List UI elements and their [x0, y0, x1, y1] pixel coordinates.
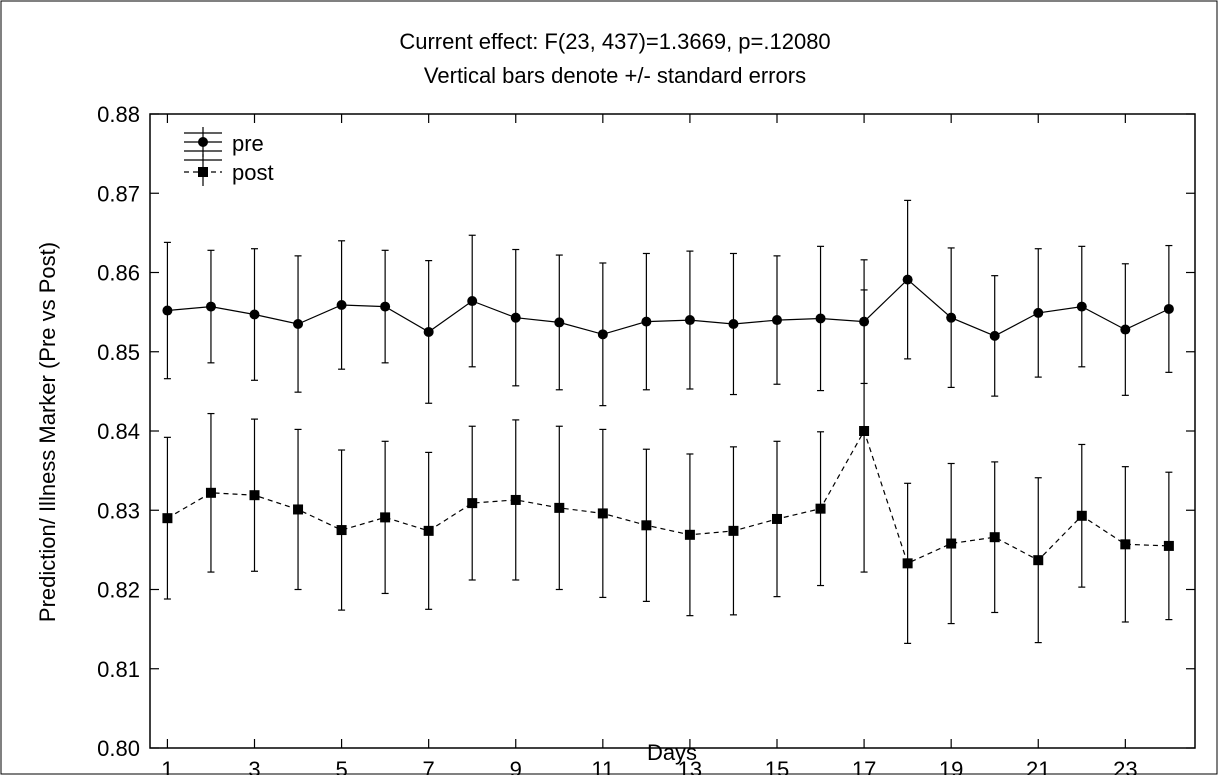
data-point	[641, 520, 652, 531]
y-tick-label: 0.88	[97, 102, 140, 127]
series-line-pre	[167, 278, 1170, 337]
data-point	[380, 512, 391, 523]
data-point	[1163, 303, 1174, 314]
data-point	[902, 274, 913, 285]
y-tick-label: 0.85	[97, 340, 140, 365]
x-tick-label: 3	[248, 757, 260, 775]
x-tick-label: 17	[852, 757, 876, 775]
x-axis-label: Days	[647, 740, 697, 765]
data-point	[1120, 324, 1131, 335]
data-point	[467, 296, 478, 307]
legend-item-post: post	[184, 154, 274, 186]
x-tick-label: 15	[765, 757, 789, 775]
legend-label-pre: pre	[232, 131, 264, 156]
data-point	[946, 312, 957, 323]
data-point	[205, 301, 216, 312]
data-point	[423, 326, 434, 337]
y-tick-label: 0.83	[97, 498, 140, 523]
data-point	[772, 315, 782, 326]
data-point	[554, 317, 565, 328]
y-tick-label: 0.84	[97, 419, 140, 444]
data-point	[684, 315, 695, 326]
chart-subtitle: Vertical bars denote +/- standard errors	[424, 63, 806, 88]
data-point	[293, 319, 304, 330]
data-point	[1120, 539, 1131, 550]
x-tick-label: 23	[1113, 757, 1137, 775]
series-pre	[162, 199, 1174, 407]
data-point	[1163, 540, 1174, 551]
axis-ticks: 0.800.810.820.830.840.850.860.870.881 3 5 7…	[97, 102, 1195, 775]
x-tick-label: 19	[939, 757, 963, 775]
legend: pre post	[184, 127, 274, 186]
chart-title: Current effect: F(23, 437)=1.3669, p=.12…	[399, 29, 830, 54]
data-point	[989, 532, 1000, 543]
data-point	[554, 502, 565, 513]
data-point	[597, 329, 608, 340]
data-point	[859, 426, 870, 436]
data-point	[380, 301, 391, 312]
legend-item-pre: pre	[184, 127, 264, 157]
data-point	[510, 494, 521, 505]
data-point	[946, 538, 957, 549]
data-point	[597, 508, 608, 519]
data-point	[1076, 510, 1087, 521]
data-point	[1076, 301, 1087, 312]
plot-area-border	[149, 113, 1196, 749]
plot-series	[162, 199, 1174, 644]
data-point	[684, 529, 695, 540]
data-point	[162, 513, 173, 524]
data-point	[510, 312, 521, 323]
data-point	[902, 558, 913, 569]
data-point	[162, 305, 173, 316]
series-post	[162, 289, 1174, 644]
legend-marker-post	[198, 167, 208, 177]
x-tick-label: 11	[591, 757, 614, 775]
series-line-post	[167, 429, 1169, 565]
data-point	[641, 316, 652, 327]
legend-label-post: post	[232, 160, 274, 185]
data-point	[336, 299, 347, 310]
data-point	[249, 490, 260, 501]
data-point	[772, 513, 782, 524]
x-tick-label: 13	[678, 757, 702, 775]
data-point	[293, 504, 304, 515]
data-point	[336, 525, 347, 536]
y-tick-label: 0.87	[97, 181, 140, 206]
data-point	[815, 503, 826, 514]
data-point	[423, 525, 434, 536]
data-point	[728, 319, 739, 330]
data-point	[205, 487, 216, 498]
data-point	[1033, 307, 1044, 318]
data-point	[815, 313, 826, 324]
data-point	[1033, 555, 1044, 566]
x-tick-label: 7	[423, 757, 435, 775]
legend-marker-pre	[198, 137, 208, 147]
x-tick-label: 9	[510, 757, 522, 775]
y-axis-label: Prediction/ Illness Marker (Pre vs Post)	[35, 242, 60, 622]
data-point	[989, 330, 1000, 341]
y-tick-label: 0.80	[97, 736, 140, 761]
y-tick-label: 0.82	[97, 578, 140, 603]
data-point	[249, 309, 260, 320]
y-tick-label: 0.81	[97, 657, 140, 682]
data-point	[467, 498, 478, 509]
x-tick-label: 1	[161, 757, 173, 775]
x-tick-label: 5	[335, 757, 347, 775]
x-tick-label: 21	[1026, 757, 1050, 775]
y-tick-label: 0.86	[97, 261, 140, 286]
data-point	[728, 525, 739, 536]
